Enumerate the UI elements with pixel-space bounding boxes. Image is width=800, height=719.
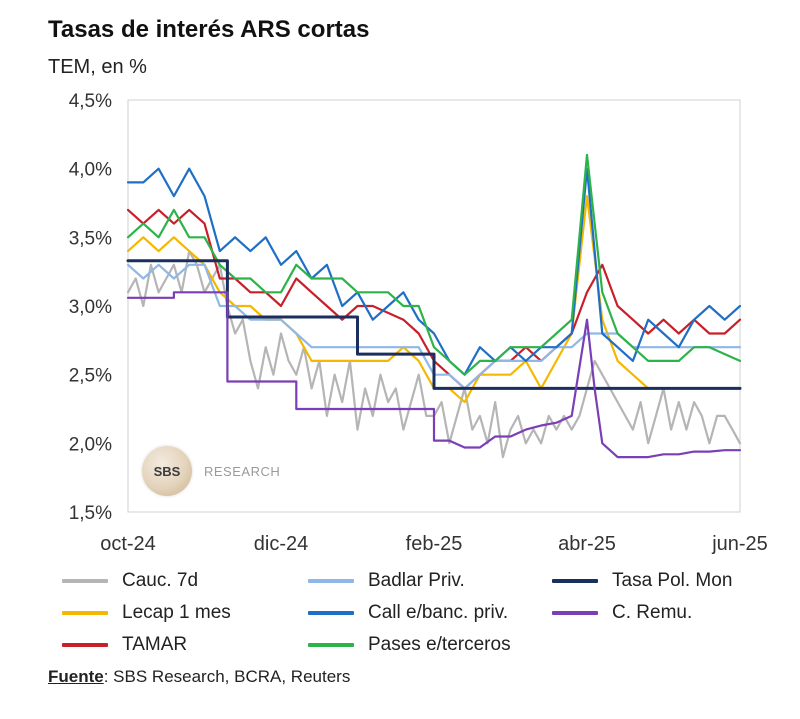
y-tick-label: 2,0% xyxy=(69,434,112,455)
legend-swatch xyxy=(62,611,108,615)
legend-swatch xyxy=(552,579,598,583)
x-tick-label: jun-25 xyxy=(711,533,768,555)
watermark-text: RESEARCH xyxy=(204,463,281,479)
x-tick-label: oct-24 xyxy=(100,533,156,555)
legend-item-lecap: Lecap 1 mes xyxy=(62,602,231,624)
chart-title: Tasas de interés ARS cortas xyxy=(48,16,370,43)
legend-label: Pases e/terceros xyxy=(368,634,511,655)
legend-item-tasa-pol: Tasa Pol. Mon xyxy=(552,570,732,592)
legend-swatch xyxy=(308,643,354,647)
line-chart: 1,5% 2,0% 2,5% 3,0% 3,5% 4,0% 4,5% oct-24 dic-24… xyxy=(69,91,768,555)
y-tick-label: 4,5% xyxy=(69,91,112,112)
legend-label: C. Remu. xyxy=(612,602,693,623)
legend-item-call: Call e/banc. priv. xyxy=(308,602,508,624)
legend-swatch xyxy=(62,579,108,583)
x-tick-label: dic-24 xyxy=(254,533,308,555)
legend-swatch xyxy=(552,611,598,615)
legend-swatch xyxy=(308,579,354,583)
legend-item-cauc: Cauc. 7d xyxy=(62,570,198,592)
legend-item-c-remu: C. Remu. xyxy=(552,602,692,624)
legend-label: TAMAR xyxy=(122,634,188,655)
x-tick-label: feb-25 xyxy=(406,533,463,555)
y-tick-label: 3,5% xyxy=(69,228,112,249)
x-tick-label: abr-25 xyxy=(558,533,616,555)
chart-subtitle: TEM, en % xyxy=(48,56,147,78)
series-line-7 xyxy=(126,291,742,459)
legend-label: Lecap 1 mes xyxy=(122,602,231,623)
legend-item-pases: Pases e/terceros xyxy=(308,634,511,656)
series-line-4 xyxy=(126,167,742,376)
legend-swatch xyxy=(308,611,354,615)
legend-label: Tasa Pol. Mon xyxy=(612,570,733,591)
series-line-5 xyxy=(126,153,742,376)
watermark: SBS RESEARCH xyxy=(142,446,280,496)
legend-label: Call e/banc. priv. xyxy=(368,602,509,623)
legend-item-tamar: TAMAR xyxy=(62,634,187,656)
y-tick-label: 2,5% xyxy=(69,366,112,387)
y-tick-label: 4,0% xyxy=(69,160,112,181)
series-line-6 xyxy=(126,259,742,390)
source-text: : SBS Research, BCRA, Reuters xyxy=(103,667,351,686)
legend-label: Badlar Priv. xyxy=(368,570,465,591)
y-tick-label: 1,5% xyxy=(69,503,112,524)
source-label: Fuente xyxy=(48,667,104,686)
legend-item-badlar: Badlar Priv. xyxy=(308,570,465,592)
source-note: Fuente: SBS Research, BCRA, Reuters xyxy=(48,667,350,687)
sbs-logo: SBS xyxy=(142,446,192,496)
y-tick-label: 3,0% xyxy=(69,297,112,318)
legend-swatch xyxy=(62,643,108,647)
legend-label: Cauc. 7d xyxy=(122,570,199,591)
